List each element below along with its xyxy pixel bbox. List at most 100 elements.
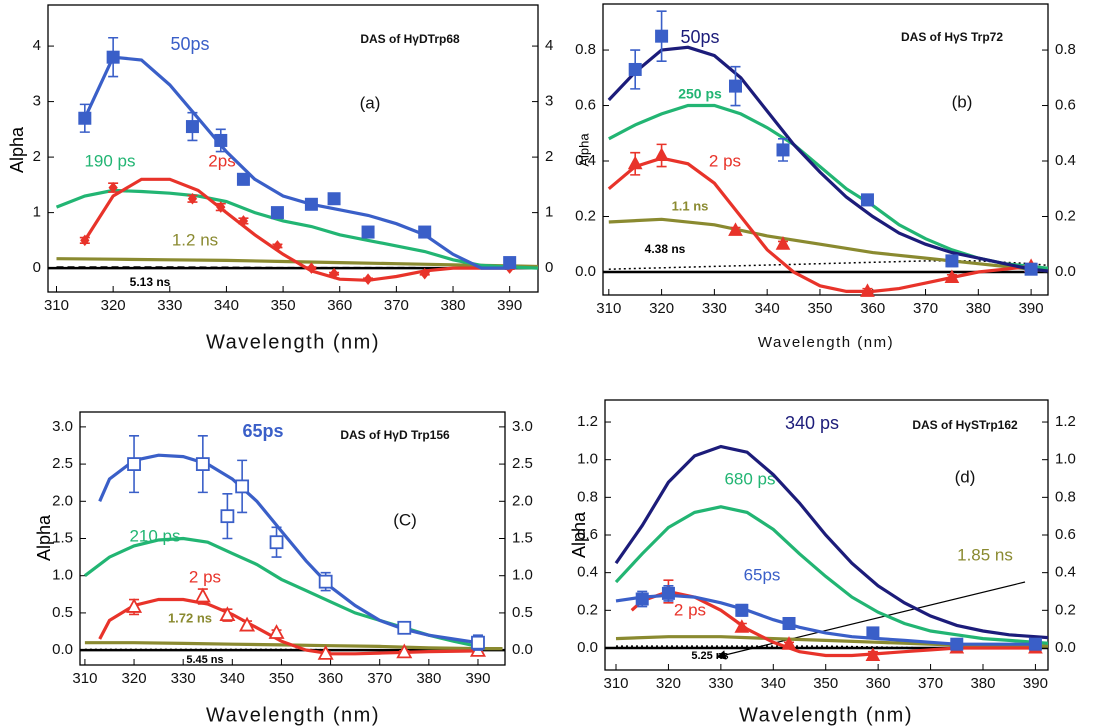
x-tick-label: 350: [807, 300, 832, 317]
data-point: [78, 111, 92, 125]
x-tick-label: 390: [497, 297, 522, 314]
x-tick-label: 370: [918, 675, 943, 692]
data-point: [860, 283, 875, 297]
data-point: [945, 254, 959, 268]
curve: [607, 156, 1032, 293]
y-tick-label: 2.0: [52, 492, 73, 509]
series-label: 65ps: [744, 565, 781, 584]
x-tick-label: 350: [813, 675, 838, 692]
y2-tick-label: 1.5: [512, 529, 533, 546]
y-tick-label: 1.2: [577, 413, 598, 430]
y2-tick-label: 0.0: [1055, 263, 1076, 280]
data-point: [661, 586, 675, 600]
data-point: [195, 457, 210, 471]
data-point: [1028, 637, 1042, 651]
x-tick-label: 330: [157, 297, 182, 314]
data-point: [236, 172, 250, 186]
data-point: [219, 606, 236, 622]
x-tick-label: 340: [761, 675, 786, 692]
data-point: [185, 120, 199, 134]
data-point: [270, 206, 284, 220]
y-tick-label: 2: [33, 148, 41, 165]
y2-tick-label: 0.2: [1055, 207, 1076, 224]
data-point: [860, 193, 874, 207]
data-point: [396, 643, 413, 659]
y2-tick-label: 2: [545, 148, 553, 165]
y-axis-title: Alpha: [7, 126, 27, 173]
y2-tick-label: 1.2: [1055, 413, 1076, 430]
x-axis-title: Wavelength (nm): [206, 331, 380, 353]
x-tick-label: 360: [327, 297, 352, 314]
curve: [608, 217, 1048, 273]
y2-tick-label: 0.8: [1055, 41, 1076, 58]
curve: [55, 188, 538, 270]
series-label: 190 ps: [84, 151, 135, 170]
series-label: 5.13 ns: [130, 275, 171, 289]
curve: [98, 597, 479, 656]
x-tick-label: 370: [913, 300, 938, 317]
data-point: [80, 234, 90, 247]
y2-tick-label: 0.2: [1055, 601, 1076, 618]
x-tick-label: 360: [318, 670, 343, 687]
y-tick-label: 0.6: [575, 96, 596, 113]
series-label: 2ps: [208, 151, 235, 170]
data-point: [865, 647, 881, 662]
panel-label: (b): [952, 92, 973, 111]
data-point: [776, 143, 790, 157]
data-point: [735, 603, 749, 617]
data-point: [728, 222, 743, 236]
data-point: [781, 636, 797, 650]
series-label: 50ps: [170, 34, 209, 54]
y-axis-title: Alpha: [576, 133, 591, 167]
data-point: [214, 133, 228, 147]
data-point: [1024, 262, 1038, 276]
y2-tick-label: 0.0: [1055, 639, 1076, 656]
data-point: [318, 574, 333, 589]
x-tick-label: 360: [866, 675, 891, 692]
y2-tick-label: 1.0: [512, 567, 533, 584]
y-tick-label: 0.0: [577, 639, 598, 656]
y-tick-label: 0.8: [577, 488, 598, 505]
y-tick-label: 0.4: [577, 564, 598, 581]
series-label: 50ps: [680, 27, 719, 47]
data-point: [627, 155, 643, 170]
x-tick-label: 340: [755, 300, 780, 317]
curve: [608, 260, 1048, 270]
data-point: [268, 624, 285, 639]
curve: [615, 635, 1048, 648]
y-tick-label: 0: [33, 259, 41, 276]
y-tick-label: 1.5: [52, 529, 73, 546]
curve: [615, 593, 1036, 646]
x-tick-label: 340: [214, 297, 239, 314]
y2-tick-label: 0.4: [1055, 564, 1076, 581]
y2-tick-label: 0.4: [1055, 152, 1076, 169]
y-axis-title: Alpha: [34, 514, 54, 561]
data-point: [127, 457, 141, 471]
x-tick-label: 390: [1019, 300, 1044, 317]
series-label: 65ps: [242, 421, 283, 441]
y2-tick-label: 0.6: [1055, 96, 1076, 113]
x-tick-label: 390: [1023, 675, 1048, 692]
data-point: [728, 79, 742, 93]
data-point: [238, 215, 249, 227]
y-tick-label: 4: [33, 37, 41, 54]
panel-title: DAS of HγDTrp68: [360, 32, 460, 46]
data-point: [235, 479, 250, 494]
x-tick-label: 320: [649, 300, 674, 317]
curve: [607, 45, 1048, 273]
x-tick-label: 340: [220, 670, 245, 687]
series-label: 1.72 ns: [168, 610, 212, 625]
data-point: [782, 616, 796, 630]
x-axis-title: Wavelength (nm): [206, 704, 380, 726]
data-point: [734, 619, 750, 633]
data-point: [418, 225, 432, 239]
y-tick-label: 3.0: [52, 418, 73, 435]
y2-tick-label: 0.6: [1055, 526, 1076, 543]
x-tick-label: 380: [416, 670, 441, 687]
x-tick-label: 390: [465, 670, 490, 687]
annotation-arrow: [716, 581, 1026, 660]
panel-title: DAS of HγSTrp162: [912, 418, 1018, 432]
curve: [98, 453, 479, 645]
curve: [630, 589, 1036, 658]
